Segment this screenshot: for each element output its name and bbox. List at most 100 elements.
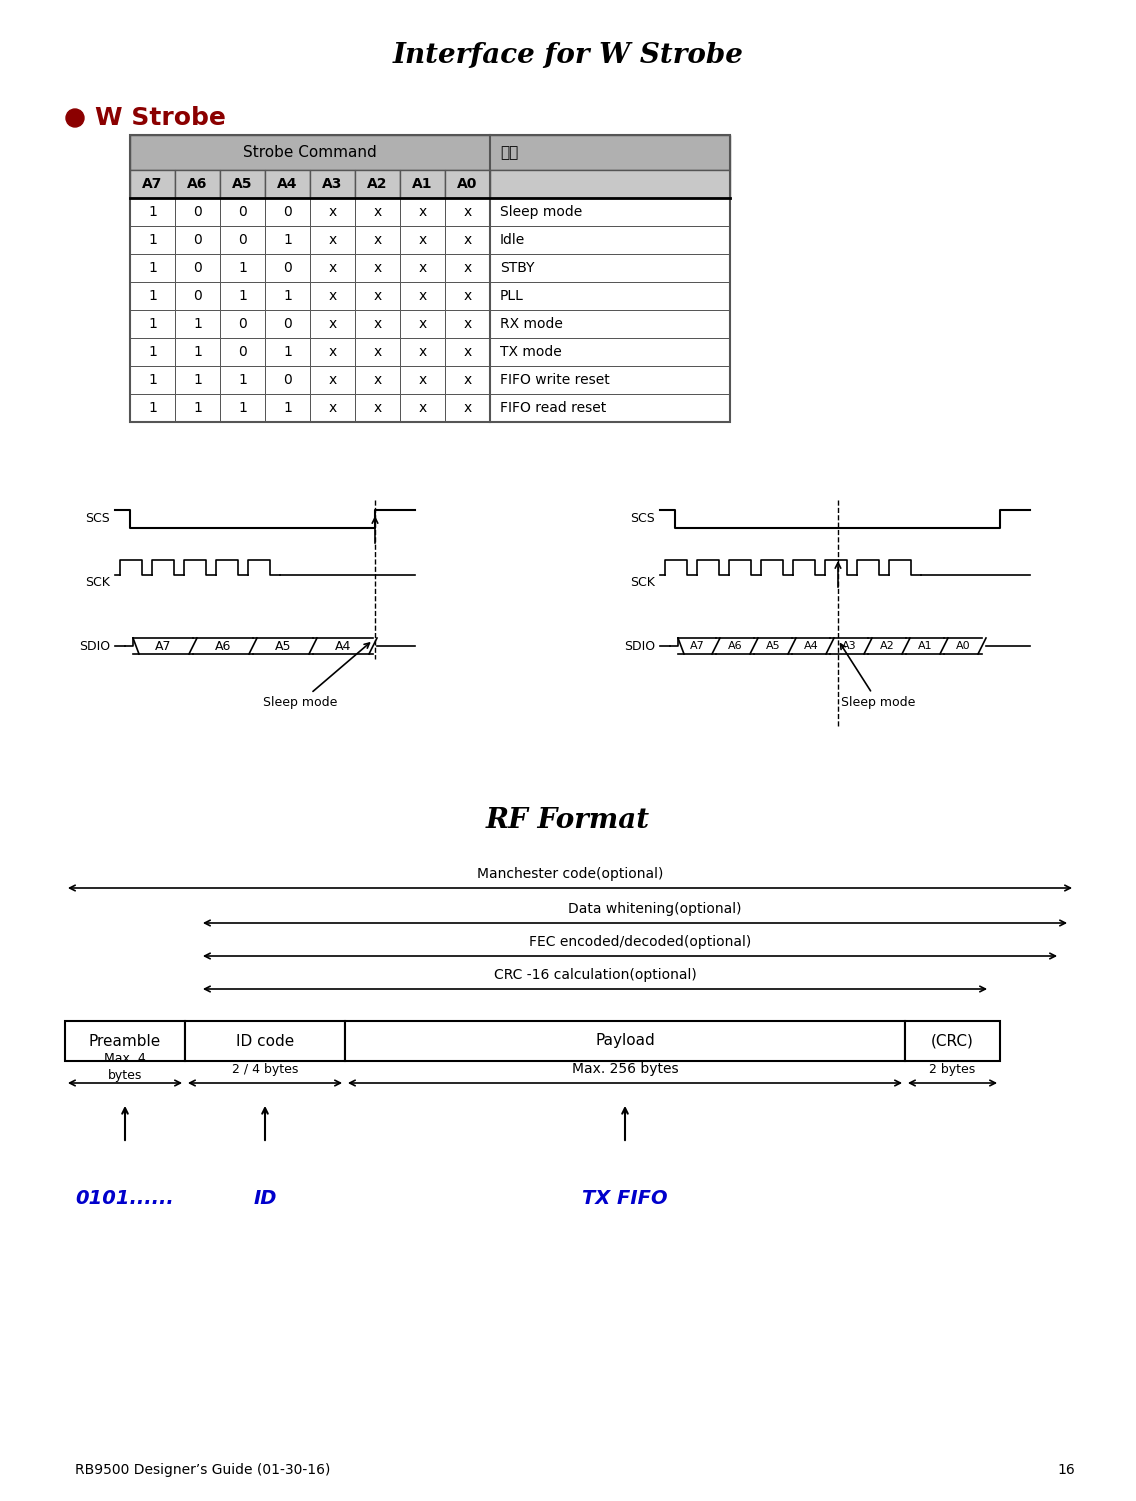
Text: x: x (328, 261, 336, 275)
FancyBboxPatch shape (490, 311, 730, 338)
Text: x: x (374, 374, 382, 387)
Text: A4: A4 (277, 177, 298, 191)
Text: 0: 0 (283, 261, 292, 275)
FancyBboxPatch shape (130, 170, 175, 198)
Text: A7: A7 (142, 177, 162, 191)
FancyBboxPatch shape (490, 170, 730, 198)
Text: SCK: SCK (630, 576, 655, 588)
Text: 16: 16 (1058, 1463, 1075, 1477)
FancyBboxPatch shape (175, 338, 220, 366)
Circle shape (66, 110, 84, 128)
Text: A3: A3 (323, 177, 343, 191)
Text: Interface for W Strobe: Interface for W Strobe (393, 42, 743, 69)
Text: Preamble: Preamble (89, 1034, 161, 1049)
Text: 1: 1 (148, 401, 157, 414)
Text: A7: A7 (690, 641, 704, 651)
Text: x: x (418, 401, 427, 414)
FancyBboxPatch shape (265, 282, 310, 311)
Text: 2 bytes: 2 bytes (929, 1063, 976, 1076)
FancyBboxPatch shape (310, 393, 354, 422)
FancyBboxPatch shape (400, 227, 445, 254)
Text: ID: ID (253, 1189, 277, 1207)
FancyBboxPatch shape (220, 254, 265, 282)
FancyBboxPatch shape (445, 393, 490, 422)
FancyBboxPatch shape (400, 393, 445, 422)
FancyBboxPatch shape (354, 254, 400, 282)
FancyBboxPatch shape (445, 366, 490, 393)
FancyBboxPatch shape (265, 198, 310, 227)
Text: RF Format: RF Format (486, 806, 650, 833)
Text: x: x (328, 374, 336, 387)
Text: 1: 1 (148, 233, 157, 248)
Text: 1: 1 (148, 345, 157, 359)
Text: Payload: Payload (595, 1034, 654, 1049)
Text: x: x (418, 206, 427, 219)
Text: A0: A0 (955, 641, 970, 651)
Text: 0: 0 (239, 233, 247, 248)
FancyBboxPatch shape (490, 366, 730, 393)
Text: A0: A0 (458, 177, 477, 191)
Text: 0: 0 (283, 374, 292, 387)
FancyBboxPatch shape (220, 366, 265, 393)
FancyBboxPatch shape (445, 227, 490, 254)
Text: x: x (463, 374, 471, 387)
FancyBboxPatch shape (130, 311, 175, 338)
Text: 0: 0 (193, 290, 202, 303)
FancyBboxPatch shape (265, 227, 310, 254)
Text: SDIO: SDIO (78, 639, 110, 653)
Text: x: x (418, 261, 427, 275)
Text: 1: 1 (148, 261, 157, 275)
FancyBboxPatch shape (130, 227, 175, 254)
FancyBboxPatch shape (400, 366, 445, 393)
FancyBboxPatch shape (265, 393, 310, 422)
Text: x: x (374, 317, 382, 332)
Text: 0: 0 (193, 261, 202, 275)
FancyBboxPatch shape (265, 366, 310, 393)
FancyBboxPatch shape (400, 170, 445, 198)
Text: SCK: SCK (85, 576, 110, 588)
FancyBboxPatch shape (130, 393, 175, 422)
FancyBboxPatch shape (310, 338, 354, 366)
Text: A1: A1 (412, 177, 433, 191)
Text: 1: 1 (193, 345, 202, 359)
FancyBboxPatch shape (445, 338, 490, 366)
FancyBboxPatch shape (490, 338, 730, 366)
FancyBboxPatch shape (310, 170, 354, 198)
FancyBboxPatch shape (400, 282, 445, 311)
FancyBboxPatch shape (175, 227, 220, 254)
Bar (65, 1021, 185, 1061)
FancyBboxPatch shape (354, 198, 400, 227)
FancyBboxPatch shape (400, 338, 445, 366)
FancyBboxPatch shape (130, 366, 175, 393)
Text: 1: 1 (239, 290, 247, 303)
Text: Sleep mode: Sleep mode (841, 644, 916, 708)
Text: 0: 0 (283, 206, 292, 219)
FancyBboxPatch shape (310, 198, 354, 227)
Bar (905, 1021, 1000, 1061)
FancyBboxPatch shape (175, 254, 220, 282)
Text: 1: 1 (148, 374, 157, 387)
Text: ID code: ID code (236, 1034, 294, 1049)
Text: x: x (463, 261, 471, 275)
Text: x: x (374, 233, 382, 248)
Text: A3: A3 (842, 641, 857, 651)
Text: FEC encoded/decoded(optional): FEC encoded/decoded(optional) (529, 935, 751, 949)
FancyBboxPatch shape (130, 254, 175, 282)
FancyBboxPatch shape (220, 393, 265, 422)
FancyBboxPatch shape (445, 282, 490, 311)
FancyBboxPatch shape (130, 338, 175, 366)
Text: 0: 0 (193, 206, 202, 219)
Text: RX mode: RX mode (500, 317, 562, 332)
Text: x: x (328, 401, 336, 414)
Text: 0: 0 (239, 206, 247, 219)
FancyBboxPatch shape (310, 311, 354, 338)
Text: A2: A2 (879, 641, 894, 651)
FancyBboxPatch shape (130, 135, 730, 170)
FancyBboxPatch shape (220, 338, 265, 366)
FancyBboxPatch shape (354, 282, 400, 311)
FancyBboxPatch shape (175, 170, 220, 198)
Text: TX FIFO: TX FIFO (582, 1189, 668, 1207)
Text: TX mode: TX mode (500, 345, 561, 359)
Text: CRC -16 calculation(optional): CRC -16 calculation(optional) (494, 968, 696, 982)
FancyBboxPatch shape (354, 170, 400, 198)
